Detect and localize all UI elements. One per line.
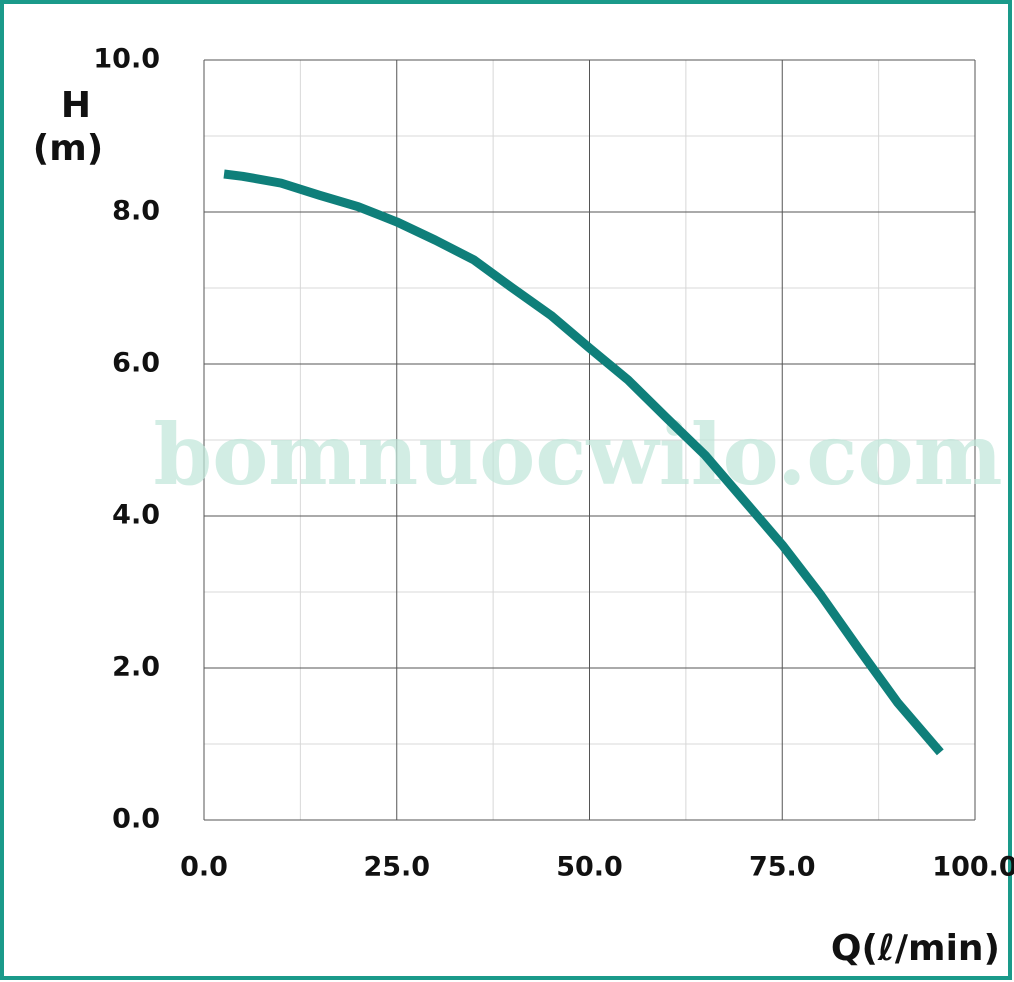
x-tick-label: 25.0 xyxy=(363,852,430,883)
y-tick-label: 2.0 xyxy=(112,652,160,683)
watermark: bomnuocwilo.com xyxy=(154,405,1003,504)
x-tick-label: 50.0 xyxy=(556,852,623,883)
y-tick-label: 6.0 xyxy=(112,348,160,379)
y-axis-title: (m) xyxy=(33,128,103,169)
y-tick-label: 10.0 xyxy=(93,44,160,75)
x-tick-label: 0.0 xyxy=(180,852,228,883)
y-tick-label: 8.0 xyxy=(112,196,160,227)
y-tick-label: 4.0 xyxy=(112,500,160,531)
x-tick-label: 100.0 xyxy=(932,852,1014,883)
curve xyxy=(223,169,944,756)
y-axis-title: H xyxy=(61,85,91,126)
y-tick-label: 0.0 xyxy=(112,804,160,835)
x-tick-label: 75.0 xyxy=(749,852,816,883)
x-axis-title: Q(ℓ/min) xyxy=(831,928,1000,969)
